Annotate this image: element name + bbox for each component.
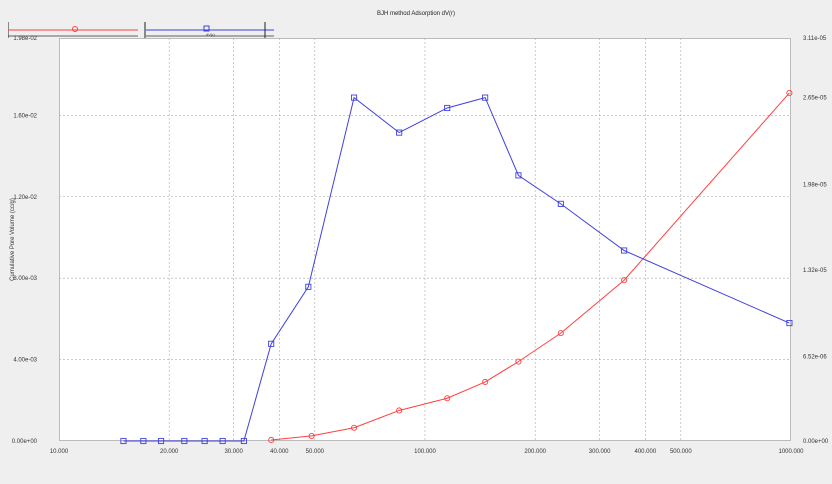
y-left-tick-label: 1.20e-02: [13, 195, 37, 201]
series-2-point: [786, 320, 793, 327]
series-1-point: [557, 330, 564, 337]
series-1-point: [786, 89, 793, 97]
series-2-point: [140, 437, 147, 445]
x-tick-label: 100.000: [414, 449, 436, 455]
series-1-point: [308, 432, 315, 439]
x-tick-label: 200.000: [524, 449, 546, 455]
y-left-tick-label: 1.98e-02: [13, 36, 37, 42]
series-1-point: [351, 424, 358, 431]
series-2-point: [396, 129, 403, 136]
chart-legend: dV(r): [8, 22, 274, 38]
series-2-point: [515, 172, 522, 179]
y-axis-label: Cumulative Pore Volume (cc/g): [10, 198, 16, 281]
series-2-point: [305, 283, 312, 290]
series-1-point: [444, 395, 451, 402]
x-tick-label: 300.000: [589, 449, 611, 455]
chart-title: BJH method Adsorption dV(r): [376, 11, 456, 17]
y-left-tick-label: 0.00e+00: [12, 439, 38, 445]
y-left-tick-label: 1.60e-02: [13, 113, 37, 119]
series-2-point: [621, 247, 628, 254]
x-tick-label: 30.000: [224, 449, 243, 455]
x-tick-label: 50.000: [306, 449, 325, 455]
legend-marker-series-2: [203, 25, 210, 32]
series-1-point: [621, 277, 628, 284]
series-2-point: [120, 437, 127, 445]
series-2-point: [444, 104, 451, 112]
series-2-point: [482, 94, 489, 101]
series-1-point: [515, 358, 522, 365]
series-2-point: [557, 200, 564, 207]
series-2-point: [219, 437, 226, 445]
y-right-tick-label: 2.65e-05: [803, 96, 827, 102]
x-tick-label: 400.000: [635, 449, 657, 455]
y-left-tick-label: 4.00e-03: [13, 358, 37, 364]
y-left-tick-label: 8.00e-03: [13, 276, 37, 282]
x-tick-label: 10.000: [50, 449, 69, 455]
x-tick-label: 1000.000: [778, 449, 804, 455]
x-tick-label: 500.000: [670, 449, 692, 455]
series-2-point: [240, 437, 247, 445]
y-right-tick-label: 6.52e-06: [803, 355, 827, 361]
y-right-tick-label: 0.00e+00: [803, 439, 829, 445]
series-2-point: [268, 340, 275, 347]
y-right-tick-label: 1.32e-05: [803, 268, 827, 274]
x-tick-label: 20.000: [160, 449, 179, 455]
series-line-2: [123, 96, 790, 442]
x-tick-label: 40.000: [270, 449, 289, 455]
series-2-point: [351, 94, 358, 101]
series-line-1: [271, 92, 790, 441]
series-1-point: [268, 436, 275, 444]
series-1-point: [396, 407, 403, 414]
series-2-point: [181, 437, 188, 445]
legend-label-series-2: dV(r): [206, 32, 216, 37]
y-right-tick-label: 3.11e-05: [803, 36, 827, 42]
legend-marker-series-1: [72, 26, 78, 32]
series-2-point: [157, 437, 165, 445]
series-1-point: [482, 378, 489, 386]
series-2-point: [201, 437, 208, 445]
legend-svg: dV(r): [8, 22, 274, 38]
y-right-tick-label: 1.98e-05: [803, 182, 827, 188]
